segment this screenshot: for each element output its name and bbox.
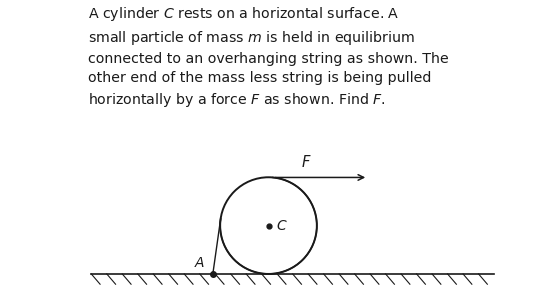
Text: $C$: $C$	[276, 219, 287, 233]
Text: $A$: $A$	[194, 255, 206, 270]
Text: $F$: $F$	[301, 154, 311, 170]
Text: A cylinder $C$ rests on a horizontal surface. A
small particle of mass $m$ is he: A cylinder $C$ rests on a horizontal sur…	[88, 5, 449, 108]
